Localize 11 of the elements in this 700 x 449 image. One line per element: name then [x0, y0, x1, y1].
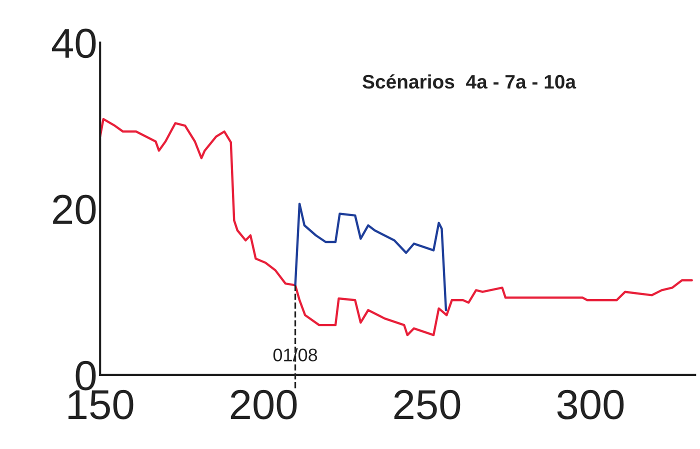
x-tick-label: 150 — [68, 390, 134, 420]
annotation: 01/08 — [273, 348, 318, 362]
y-tick-label: 40 — [52, 28, 96, 58]
line-series — [294, 202, 448, 312]
x-tick-label: 300 — [557, 390, 624, 420]
y-tick-label: 0 — [76, 360, 96, 390]
annotation: Scénarios 4a - 7a - 10a — [362, 74, 576, 89]
x-tick-label: 200 — [230, 390, 297, 420]
x-tick-label: 250 — [394, 390, 460, 420]
y-tick-label: 20 — [53, 194, 96, 224]
line-series — [100, 118, 693, 336]
